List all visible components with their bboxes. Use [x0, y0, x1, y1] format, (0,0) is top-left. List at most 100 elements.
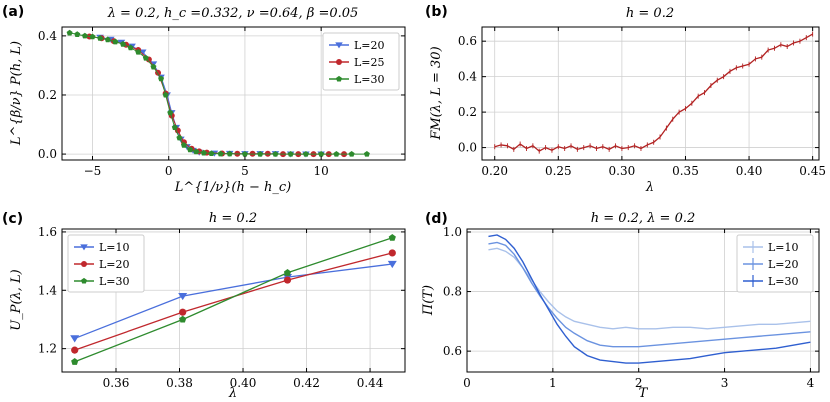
data-point — [158, 75, 165, 82]
series-line — [69, 32, 367, 155]
data-point — [71, 358, 79, 365]
data-point — [287, 150, 294, 157]
y-tick-label: 1.6 — [38, 225, 57, 239]
data-point — [104, 36, 111, 43]
legend-label: L=10 — [99, 241, 130, 254]
legend-box — [322, 32, 400, 91]
data-point — [171, 124, 178, 131]
data-point — [348, 150, 355, 157]
legend-marker — [336, 75, 342, 82]
series-line — [488, 234, 811, 364]
data-point — [70, 335, 80, 343]
data-point — [162, 91, 169, 98]
x-tick-label: 0.25 — [545, 164, 572, 178]
y-axis-label: L^{β/ν} P(h, L) — [9, 41, 24, 146]
legend-label: L=30 — [99, 275, 130, 288]
data-point — [283, 269, 292, 276]
data-point — [71, 346, 79, 354]
x-tick-label: 0.40 — [230, 376, 257, 390]
x-tick-label: 0 — [165, 164, 173, 178]
series-l-30 — [66, 29, 370, 157]
data-point — [81, 32, 88, 39]
y-tick-label: 0.8 — [443, 285, 462, 299]
data-point — [388, 249, 396, 257]
y-tick-label: 1.0 — [443, 225, 462, 239]
data-point — [208, 150, 215, 157]
data-point — [187, 146, 194, 153]
data-point — [387, 260, 397, 269]
panel-label: (b) — [425, 4, 448, 20]
legend-label: L=20 — [354, 39, 385, 52]
data-point — [200, 149, 207, 156]
series-fm — [494, 31, 814, 154]
data-point — [226, 150, 233, 157]
data-point — [318, 150, 325, 157]
data-point — [142, 54, 149, 61]
x-axis-label: λ — [228, 386, 237, 401]
legend-marker — [336, 59, 342, 65]
x-axis-label: L^{1/ν}(h − h_c) — [174, 180, 291, 195]
legend-box — [67, 234, 145, 293]
data-point — [217, 150, 224, 157]
panel-label: (a) — [2, 4, 24, 20]
legend: L=20 L=25 L=30 — [322, 32, 400, 91]
axes-frame — [61, 26, 406, 161]
data-point — [176, 134, 183, 141]
data-point — [97, 35, 104, 41]
y-axis-label: FM(λ, L = 30) — [429, 46, 444, 140]
x-tick-label: −5 — [84, 164, 102, 178]
legend-label: L=25 — [354, 56, 385, 69]
x-tick-label: 0 — [463, 376, 471, 390]
data-point — [180, 142, 187, 148]
chart-title: h = 0.2 — [626, 6, 674, 21]
y-tick-label: 0.6 — [443, 344, 462, 358]
data-point — [193, 148, 200, 155]
data-point — [388, 233, 396, 241]
data-point — [89, 33, 96, 40]
x-tick-label: 0.35 — [672, 164, 699, 178]
legend-label: L=30 — [354, 73, 385, 86]
data-point — [272, 150, 279, 157]
y-tick-label: 0.6 — [458, 34, 477, 48]
data-point — [112, 38, 119, 45]
data-point — [179, 308, 187, 316]
data-point — [333, 150, 340, 157]
data-point — [135, 48, 142, 55]
x-tick-label: 0.36 — [103, 376, 130, 390]
legend-marker — [335, 42, 343, 49]
y-tick-label: 1.2 — [38, 342, 57, 356]
data-point — [241, 150, 248, 157]
x-axis-label: T — [639, 386, 649, 401]
x-tick-label: 2 — [635, 376, 643, 390]
panel-b: 0.20 0.25 0.30 0.35 0.40 0.45 0.0 0.2 0.4 0.6 h = … — [425, 4, 826, 195]
data-point — [127, 44, 134, 51]
x-tick-label: 0.20 — [481, 164, 508, 178]
data-point — [74, 31, 81, 37]
y-axis-label: U_P(λ, L) — [9, 269, 24, 330]
series-line — [74, 263, 393, 340]
legend-marker — [80, 244, 88, 251]
axes-frame — [481, 26, 820, 161]
y-tick-label: 0.0 — [458, 141, 477, 155]
x-tick-label: 4 — [807, 376, 815, 390]
panel-a: −5 0 5 10 0.0 0.2 0.4 λ = 0.2, h_c =0.332, ν =0… — [2, 4, 406, 195]
axes-frame — [61, 228, 406, 373]
y-tick-label: 0.4 — [458, 70, 477, 84]
x-tick-label: 0.42 — [293, 376, 320, 390]
series-line — [100, 36, 322, 155]
series-l-30 — [71, 233, 396, 365]
data-point — [302, 150, 309, 157]
data-point — [363, 150, 370, 157]
series-line — [494, 33, 813, 152]
x-tick-label: 0.30 — [609, 164, 636, 178]
legend-marker — [81, 277, 87, 284]
x-tick-label: 10 — [314, 164, 329, 178]
legend: L=10 L=20 L=30 — [67, 234, 145, 293]
x-tick-label: 3 — [721, 376, 729, 390]
chart-title: λ = 0.2, h_c =0.332, ν =0.64, β =0.05 — [107, 6, 359, 21]
legend-box — [736, 234, 814, 293]
data-point — [66, 29, 73, 36]
data-point — [283, 276, 292, 284]
y-tick-label: 1.4 — [38, 283, 57, 297]
